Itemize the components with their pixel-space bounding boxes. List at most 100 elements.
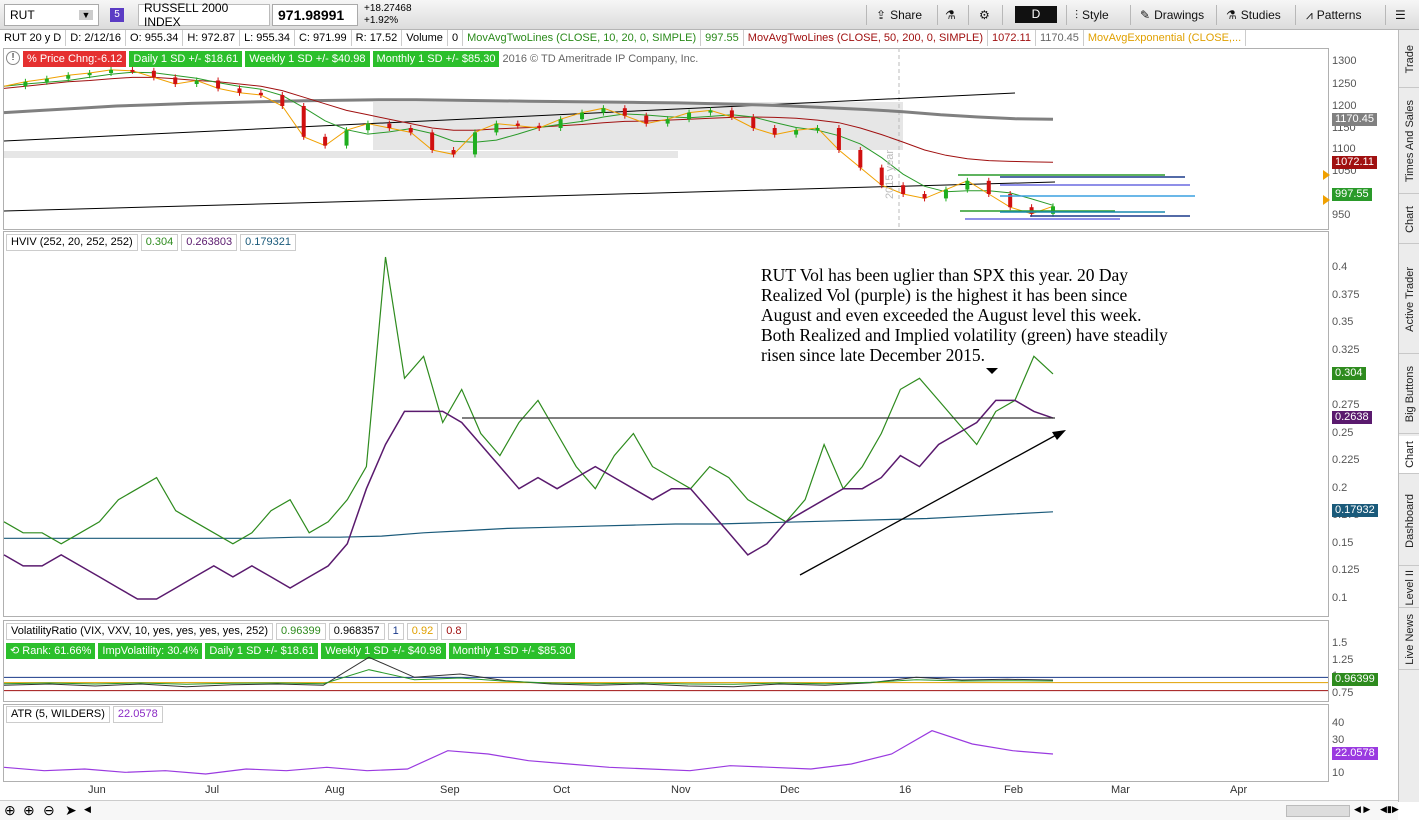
side-tab[interactable]: Chart xyxy=(1399,436,1419,474)
annotation-line: Both Realized and Implied volatility (gr… xyxy=(761,325,1168,345)
candle-body xyxy=(815,128,820,131)
chevron-down-icon[interactable]: ▼ xyxy=(79,10,93,20)
crosshair-icon[interactable]: ⊕ xyxy=(4,802,16,818)
atr-chart[interactable] xyxy=(0,0,1330,820)
candle-body xyxy=(687,112,692,120)
scroll-right-icon[interactable]: ◀ ▶ xyxy=(1354,804,1371,814)
hviv-panel[interactable] xyxy=(3,231,1329,617)
hviv-iv-badge: 0.304 xyxy=(1332,367,1366,380)
chart-id: RUT 20 y D xyxy=(0,30,67,46)
price-chart[interactable] xyxy=(0,0,1330,820)
drawings-button[interactable]: ✎ Drawings xyxy=(1140,4,1204,26)
side-tab[interactable]: Times And Sales xyxy=(1399,90,1419,194)
period-selector[interactable]: D xyxy=(1015,6,1057,23)
side-tab-label: Level II xyxy=(1403,569,1416,606)
side-tab[interactable]: Big Buttons xyxy=(1399,356,1419,434)
study-ma1[interactable]: MovAvgTwoLines (CLOSE, 10, 20, 0, SIMPLE… xyxy=(463,30,702,46)
bar-open: O: 955.34 xyxy=(126,30,184,46)
ma200-line xyxy=(3,98,1054,121)
candle-body xyxy=(216,80,221,89)
flask-button[interactable]: ⚗ xyxy=(945,4,956,26)
side-tab[interactable]: Active Trader xyxy=(1399,246,1419,354)
annotation-line: risen since late December 2015. xyxy=(761,345,986,365)
candle-body xyxy=(708,110,713,113)
side-tab[interactable]: Level II xyxy=(1399,568,1419,608)
atr-panel[interactable] xyxy=(3,704,1329,782)
candle-body xyxy=(387,123,392,128)
month-label: Aug xyxy=(325,784,345,796)
candle-body xyxy=(365,123,370,131)
candle-body xyxy=(601,108,606,113)
bar-low: L: 955.34 xyxy=(240,30,295,46)
hviv-axis-tick: 0.4 xyxy=(1332,261,1348,273)
bar-high: H: 972.87 xyxy=(183,30,241,46)
study-ma3[interactable]: MovAvgExponential (CLOSE,... xyxy=(1084,30,1247,46)
annotation-line: Realized Vol (purple) is the highest it … xyxy=(761,285,1128,305)
net-change-value: +18.27468 xyxy=(364,3,412,14)
ma20-line xyxy=(3,71,1054,206)
month-label: Dec xyxy=(780,784,800,796)
study-ma1-value: 997.55 xyxy=(701,30,744,46)
volratio-value5: 0.8 xyxy=(441,623,467,640)
side-tab-label: Active Trader xyxy=(1403,267,1416,332)
candle-body xyxy=(644,115,649,124)
flask-icon: ⚗ xyxy=(945,8,956,22)
annotation-text[interactable]: RUT Vol has been uglier than SPX this ye… xyxy=(761,265,1168,365)
atr-value: 22.0578 xyxy=(112,706,163,723)
zoom-in-icon[interactable]: ⊕ xyxy=(23,802,35,818)
info-icon[interactable]: ! xyxy=(6,51,20,65)
net-change-pct: +1.92% xyxy=(364,15,399,26)
daily-sd-label: Daily 1 SD +/- $18.61 xyxy=(129,51,243,67)
volratio-chart[interactable] xyxy=(0,0,1330,820)
side-tab-label: Chart xyxy=(1403,441,1416,468)
flask-icon: ⚗ xyxy=(1226,8,1237,22)
candle-body xyxy=(1008,194,1013,208)
hviv-chart[interactable] xyxy=(0,0,1330,820)
hviv-axis-tick: 0.375 xyxy=(1332,288,1360,301)
refresh-icon: ⟲ xyxy=(10,645,23,657)
candle-body xyxy=(558,119,563,128)
price-axis-tick: 1300 xyxy=(1332,55,1357,67)
drawings-label: Drawings xyxy=(1154,8,1205,22)
share-button[interactable]: ⇪ Share xyxy=(876,4,922,26)
net-change: +18.27468 +1.92% xyxy=(364,3,412,27)
atr-study-label[interactable]: ATR (5, WILDERS) xyxy=(6,706,110,723)
side-tab[interactable]: Chart xyxy=(1399,196,1419,244)
style-button[interactable]: ⫶ Style xyxy=(1075,4,1109,26)
side-tab[interactable]: Trade xyxy=(1399,32,1419,88)
zoom-out-icon[interactable]: ⊖ xyxy=(43,802,55,818)
candle-body xyxy=(280,95,285,106)
vr-axis-tick: 1.25 xyxy=(1332,653,1354,666)
pencil-icon: ✎ xyxy=(1140,8,1151,22)
study-ma2[interactable]: MovAvgTwoLines (CLOSE, 50, 200, 0, SIMPL… xyxy=(744,30,988,46)
settings-button[interactable]: ⚙ xyxy=(979,4,990,26)
atr-badge: 22.0578 xyxy=(1332,747,1378,760)
volratio-monthly-tag: Monthly 1 SD +/- $85.30 xyxy=(448,643,576,659)
candles-icon: ⫶ xyxy=(1075,7,1079,22)
scrollbar[interactable] xyxy=(1286,805,1350,817)
vr-axis-tick: 1.5 xyxy=(1332,637,1348,649)
menu-button[interactable]: ☰ xyxy=(1395,4,1406,26)
copyright-text: 2016 © TD Ameritrade IP Company, Inc. xyxy=(502,53,699,65)
volratio-study-label[interactable]: VolatilityRatio (VIX, VXV, 10, yes, yes,… xyxy=(6,623,273,640)
hviv-study-label[interactable]: HVIV (252, 20, 252, 252) xyxy=(6,234,138,251)
candle-body xyxy=(622,108,627,116)
month-label: Jun xyxy=(88,784,106,796)
patterns-button[interactable]: ⩘ Patterns xyxy=(1306,4,1361,26)
symbol-text: RUT xyxy=(10,8,35,22)
symbol-input[interactable]: RUT ▼ xyxy=(4,4,99,26)
candle-body xyxy=(451,150,456,155)
expand-icon[interactable]: ◀▮▶ xyxy=(1380,804,1399,814)
link-group-badge[interactable]: 5 xyxy=(110,8,124,22)
month-label: Sep xyxy=(440,784,460,796)
volratio-value2: 0.968357 xyxy=(328,623,385,640)
side-tab-label: Big Buttons xyxy=(1403,366,1416,423)
cursor-icon[interactable]: ➤ xyxy=(65,802,77,818)
studies-button[interactable]: ⚗ Studies xyxy=(1226,4,1281,26)
side-tab[interactable]: Live News xyxy=(1399,610,1419,670)
scroll-left-icon[interactable]: ◀ xyxy=(84,804,91,814)
price-marker xyxy=(1323,170,1330,180)
side-tab[interactable]: Dashboard xyxy=(1399,476,1419,566)
side-tab-label: Times And Sales xyxy=(1403,100,1416,183)
rank-text: Rank: 61.66% xyxy=(22,645,92,657)
